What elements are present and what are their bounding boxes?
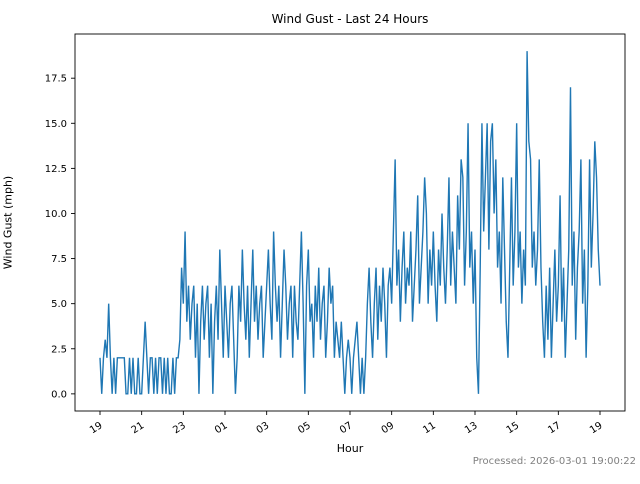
x-axis-label: Hour <box>336 442 364 455</box>
x-tick-label: 05 <box>296 420 313 436</box>
chart-title: Wind Gust - Last 24 Hours <box>271 12 429 26</box>
x-tick-label: 19 <box>88 420 105 436</box>
x-tick-label: 15 <box>505 420 522 436</box>
y-tick-label: 2.5 <box>51 344 67 355</box>
x-tick-label: 17 <box>546 420 563 436</box>
x-tick-label: 13 <box>463 420 480 436</box>
x-tick-label: 21 <box>130 420 147 436</box>
y-tick-label: 15.0 <box>45 119 67 130</box>
y-tick-label: 17.5 <box>45 74 67 85</box>
x-tick-label: 07 <box>338 420 355 436</box>
x-tick-label: 03 <box>255 420 272 436</box>
wind-gust-line <box>99 51 601 395</box>
y-tick-label: 12.5 <box>45 164 67 175</box>
y-tick-label: 5.0 <box>51 299 67 310</box>
y-tick-label: 10.0 <box>45 209 67 220</box>
x-tick-label: 11 <box>421 420 438 436</box>
x-tick-label: 01 <box>213 420 230 436</box>
y-axis-label: Wind Gust (mph) <box>1 175 15 270</box>
processed-timestamp: Processed: 2026-03-01 19:00:22 <box>472 456 636 467</box>
x-tick-label: 23 <box>171 420 188 436</box>
x-tick-label: 09 <box>380 420 397 436</box>
x-tick-label: 19 <box>588 420 605 436</box>
y-tick-label: 0.0 <box>51 389 67 400</box>
y-tick-label: 7.5 <box>51 254 67 265</box>
